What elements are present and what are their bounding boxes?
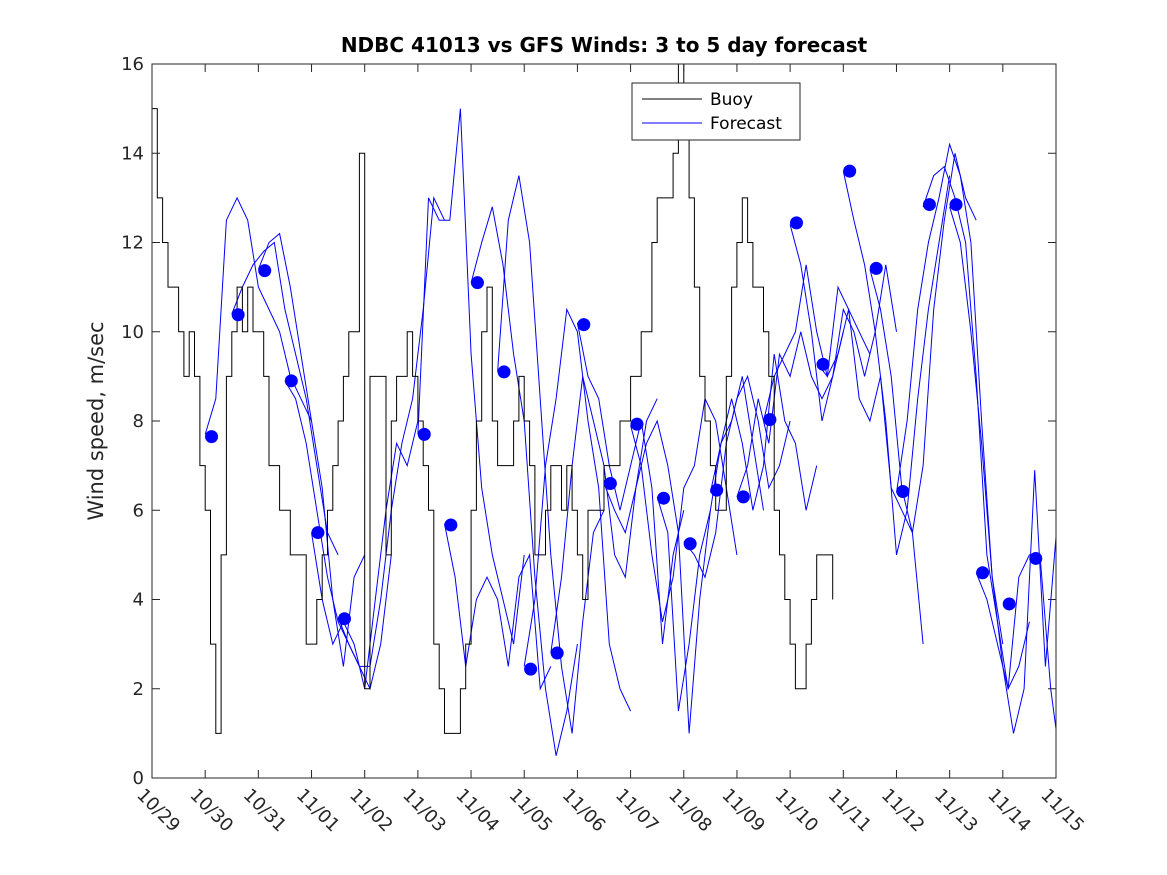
y-tick-label: 0 <box>133 768 144 789</box>
forecast-point <box>337 612 351 626</box>
forecast-point <box>789 216 803 230</box>
forecast-point <box>843 164 857 178</box>
forecast-point <box>657 491 671 505</box>
forecast-line <box>576 322 685 645</box>
forecast-point <box>816 357 830 371</box>
x-tick-label: 11/05 <box>505 785 557 837</box>
x-tick-label: 11/06 <box>558 785 610 837</box>
x-tick-label: 11/15 <box>1036 785 1088 837</box>
forecast-point <box>497 365 511 379</box>
x-tick-label: 11/11 <box>824 785 876 837</box>
forecast-point <box>949 198 963 212</box>
forecast-line <box>842 170 951 556</box>
buoy-line <box>152 63 834 734</box>
chart-title: NDBC 41013 vs GFS Winds: 3 to 5 day fore… <box>341 33 868 57</box>
forecast-point <box>736 490 750 504</box>
forecast-line <box>603 419 711 734</box>
forecast-line <box>975 554 1057 729</box>
legend-forecast-label: Forecast <box>710 114 782 134</box>
x-tick-label: 11/03 <box>398 785 450 837</box>
forecast-point <box>417 427 431 441</box>
x-tick-label: 11/08 <box>664 785 716 837</box>
forecast-point <box>311 526 325 540</box>
legend-buoy-label: Buoy <box>710 90 753 110</box>
forecast-point <box>258 264 272 278</box>
forecast-point <box>205 430 219 444</box>
legend: Buoy Forecast <box>631 82 801 141</box>
x-tick-label: 11/04 <box>452 785 504 837</box>
y-tick-label: 2 <box>133 679 144 700</box>
y-tick-label: 4 <box>133 590 144 611</box>
forecast-point <box>524 662 538 676</box>
x-tick-label: 11/10 <box>771 785 823 837</box>
forecast-line <box>630 397 738 622</box>
forecast-point <box>763 413 777 427</box>
x-tick-label: 11/07 <box>611 785 663 837</box>
x-tick-label: 11/09 <box>717 785 769 837</box>
forecast-point <box>444 518 458 532</box>
forecast-line <box>763 264 871 422</box>
x-tick-label: 11/01 <box>292 785 344 837</box>
forecast-line <box>231 241 339 556</box>
forecast-point <box>470 276 484 290</box>
forecast-point <box>1029 551 1043 565</box>
forecast-line <box>284 380 392 691</box>
forecast-line <box>789 224 897 422</box>
forecast-point <box>710 483 724 497</box>
x-tick-label: 11/12 <box>877 785 929 837</box>
forecast-point <box>284 374 298 388</box>
forecast-line <box>497 175 605 734</box>
forecast-line <box>736 331 844 498</box>
forecast-line <box>523 307 632 712</box>
buoy-line-group <box>152 63 834 734</box>
forecast-point <box>577 318 591 332</box>
forecast-point <box>1002 597 1016 611</box>
forecast-point <box>976 566 990 580</box>
x-tick-label: 11/02 <box>345 785 397 837</box>
plot-background <box>152 64 1056 778</box>
y-axis-label: Wind speed, m/sec <box>84 321 108 520</box>
x-tick-label: 11/13 <box>930 785 982 837</box>
forecast-line <box>709 354 818 511</box>
y-tick-label: 10 <box>121 322 144 343</box>
y-tick-label: 14 <box>121 143 144 164</box>
forecast-line <box>257 232 366 667</box>
forecast-points <box>205 164 1043 676</box>
forecast-point <box>869 261 883 275</box>
forecast-line <box>444 523 552 691</box>
y-axis: 0 2 4 6 8 10 12 14 16 <box>121 54 1056 789</box>
forecast-point <box>231 308 245 322</box>
x-tick-label: 11/14 <box>983 785 1035 837</box>
forecast-line <box>922 165 1030 691</box>
forecast-point <box>630 417 644 431</box>
plot-area <box>151 63 1057 779</box>
y-tick-label: 8 <box>133 411 144 432</box>
legend-box <box>631 82 801 141</box>
forecast-point <box>922 198 936 212</box>
forecast-line <box>417 108 525 645</box>
x-tick-label: 10/29 <box>132 785 184 837</box>
forecast-point <box>896 485 910 499</box>
forecast-line <box>896 142 1004 645</box>
y-tick-label: 12 <box>121 233 144 254</box>
forecast-line <box>683 374 791 579</box>
forecast-line <box>656 376 764 712</box>
forecast-point <box>550 646 564 660</box>
y-tick-label: 16 <box>121 54 144 75</box>
x-tick-label: 10/30 <box>186 785 238 837</box>
x-tick-label: 10/31 <box>239 785 291 837</box>
forecast-point <box>683 537 697 551</box>
y-tick-label: 6 <box>133 500 144 521</box>
forecast-line <box>869 153 977 533</box>
forecast-lines <box>204 108 1057 756</box>
forecast-point <box>603 476 617 490</box>
